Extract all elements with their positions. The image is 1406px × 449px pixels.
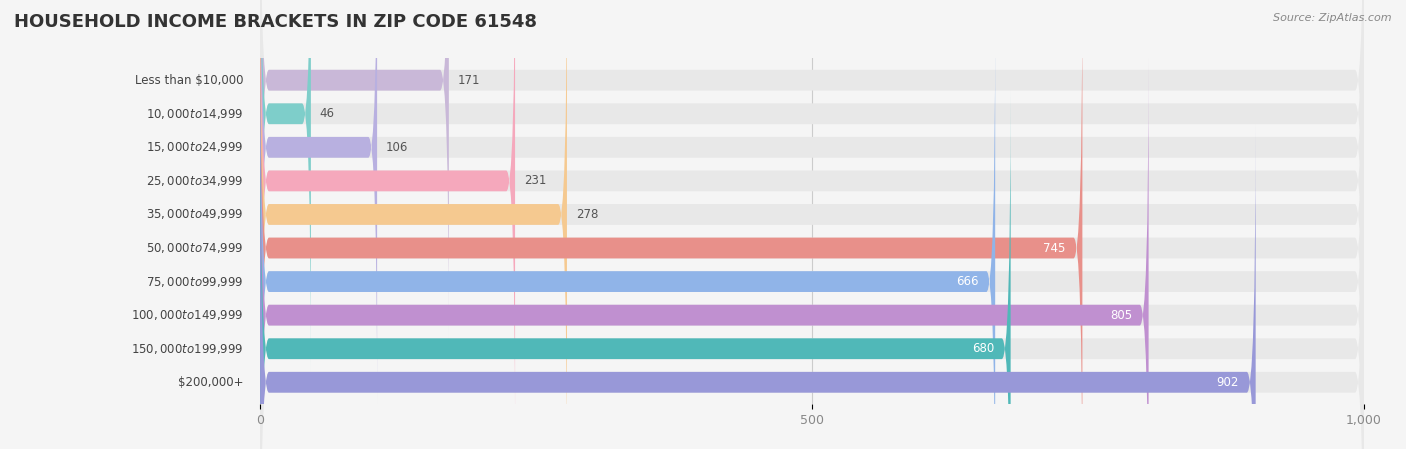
Text: $15,000 to $24,999: $15,000 to $24,999 [146,141,243,154]
Text: 666: 666 [956,275,979,288]
FancyBboxPatch shape [260,124,1256,449]
Text: 902: 902 [1216,376,1239,389]
FancyBboxPatch shape [260,57,1149,449]
FancyBboxPatch shape [260,0,515,439]
FancyBboxPatch shape [260,91,1364,449]
FancyBboxPatch shape [260,0,449,338]
Text: $150,000 to $199,999: $150,000 to $199,999 [131,342,243,356]
Text: $10,000 to $14,999: $10,000 to $14,999 [146,107,243,121]
FancyBboxPatch shape [260,0,311,372]
FancyBboxPatch shape [260,0,1083,449]
Text: $50,000 to $74,999: $50,000 to $74,999 [146,241,243,255]
FancyBboxPatch shape [260,23,995,449]
Text: 46: 46 [319,107,335,120]
FancyBboxPatch shape [260,0,1364,372]
Text: 805: 805 [1109,308,1132,321]
FancyBboxPatch shape [260,0,1364,338]
Text: 106: 106 [385,141,408,154]
Text: 745: 745 [1043,242,1066,255]
Text: $75,000 to $99,999: $75,000 to $99,999 [146,275,243,289]
FancyBboxPatch shape [260,23,1364,449]
Text: $35,000 to $49,999: $35,000 to $49,999 [146,207,243,221]
Text: Source: ZipAtlas.com: Source: ZipAtlas.com [1274,13,1392,23]
Text: $100,000 to $149,999: $100,000 to $149,999 [131,308,243,322]
Text: 171: 171 [458,74,481,87]
Text: Less than $10,000: Less than $10,000 [135,74,243,87]
FancyBboxPatch shape [260,124,1364,449]
Text: 680: 680 [972,342,994,355]
Text: HOUSEHOLD INCOME BRACKETS IN ZIP CODE 61548: HOUSEHOLD INCOME BRACKETS IN ZIP CODE 61… [14,13,537,31]
FancyBboxPatch shape [260,57,1364,449]
FancyBboxPatch shape [260,0,377,405]
Text: $25,000 to $34,999: $25,000 to $34,999 [146,174,243,188]
FancyBboxPatch shape [260,0,1364,439]
FancyBboxPatch shape [260,0,1364,449]
Text: 231: 231 [524,174,547,187]
FancyBboxPatch shape [260,91,1011,449]
FancyBboxPatch shape [260,0,567,449]
FancyBboxPatch shape [260,0,1364,449]
FancyBboxPatch shape [260,0,1364,405]
Text: $200,000+: $200,000+ [179,376,243,389]
Text: 278: 278 [576,208,598,221]
